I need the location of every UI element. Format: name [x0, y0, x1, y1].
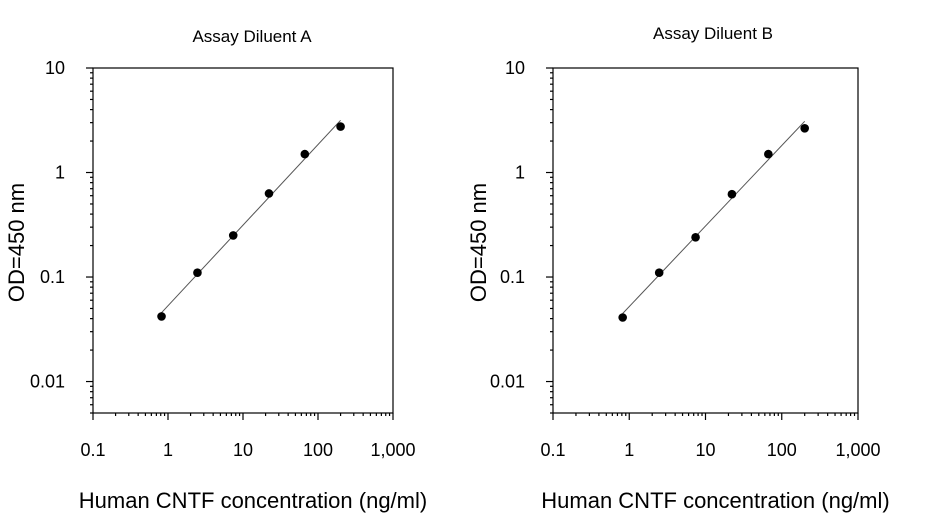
data-point: [800, 123, 810, 133]
fit-line: [622, 120, 806, 314]
data-point: [336, 122, 345, 131]
y-axis-label: OD=450 nm: [466, 183, 491, 302]
data-point: [264, 189, 274, 198]
x-tick-label: 0.1: [540, 440, 565, 460]
chart-panel-1: Assay Diluent A 0.1 1 10 100 1,000 0.01 0.1 1 10 H…: [4, 27, 427, 513]
y-tick-label: 10: [45, 58, 65, 78]
y-tick-label: 0.1: [40, 267, 65, 287]
plot-area-frame: [552, 67, 859, 414]
x-tick-label: 10: [233, 440, 253, 460]
data-point: [764, 149, 773, 159]
x-tick-label: 1: [163, 440, 173, 460]
x-tick-label: 100: [767, 440, 797, 460]
x-tick-label: 1,000: [835, 440, 880, 460]
data-point: [727, 189, 737, 199]
y-tick-label: 10: [505, 58, 525, 78]
chart-panel-2: Assay Diluent B 0.1 1 10 100 1,000 0.01 0.1 1 10 H…: [466, 24, 890, 513]
x-axis-label: Human CNTF concentration (ng/ml): [541, 488, 889, 513]
data-point: [691, 232, 700, 242]
y-tick-label: 1: [55, 163, 65, 183]
chart-title: Assay Diluent B: [653, 24, 773, 43]
fit-line: [161, 119, 341, 314]
x-tick-label: 1,000: [370, 440, 415, 460]
y-axis-label: OD=450 nm: [4, 183, 29, 302]
data-point: [228, 231, 238, 240]
x-tick-label: 0.1: [80, 440, 105, 460]
y-tick-label: 0.01: [30, 372, 65, 392]
data-point: [193, 268, 202, 277]
chart-title: Assay Diluent A: [192, 27, 312, 46]
data-point: [654, 268, 664, 277]
plot-area-frame: [92, 67, 394, 414]
y-tick-label: 1: [515, 163, 525, 183]
y-tick-label: 0.01: [490, 372, 525, 392]
x-axis-label: Human CNTF concentration (ng/ml): [79, 488, 427, 513]
data-point: [618, 313, 627, 322]
data-point: [157, 312, 166, 321]
data-point: [300, 149, 310, 159]
x-tick-label: 10: [695, 440, 715, 460]
y-tick-label: 0.1: [500, 267, 525, 287]
x-tick-label: 100: [303, 440, 333, 460]
x-tick-label: 1: [624, 440, 634, 460]
